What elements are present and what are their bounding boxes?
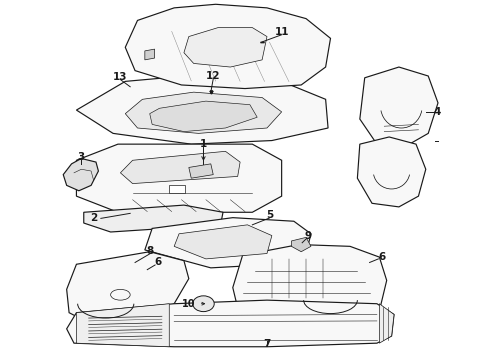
Text: 11: 11 [274, 27, 289, 37]
Polygon shape [145, 218, 311, 268]
Text: 5: 5 [266, 210, 273, 220]
Polygon shape [357, 137, 426, 207]
Text: 6: 6 [378, 252, 386, 262]
Text: 9: 9 [305, 231, 312, 240]
Text: 4: 4 [433, 107, 441, 117]
Polygon shape [125, 4, 331, 89]
Polygon shape [379, 304, 394, 343]
Polygon shape [67, 252, 189, 325]
Polygon shape [233, 244, 387, 330]
Polygon shape [360, 67, 438, 146]
Polygon shape [84, 205, 223, 232]
Polygon shape [174, 225, 272, 259]
Polygon shape [125, 92, 282, 134]
Polygon shape [67, 300, 394, 347]
Polygon shape [292, 237, 311, 252]
Circle shape [193, 296, 214, 312]
Polygon shape [76, 304, 169, 347]
Polygon shape [121, 151, 240, 184]
Text: 10: 10 [182, 299, 196, 309]
Text: 7: 7 [263, 339, 270, 349]
Text: 2: 2 [90, 213, 97, 223]
Text: 6: 6 [154, 257, 162, 267]
Polygon shape [76, 144, 282, 212]
Text: 3: 3 [78, 152, 85, 162]
Polygon shape [189, 164, 213, 178]
Polygon shape [63, 158, 98, 191]
Polygon shape [184, 28, 267, 67]
Polygon shape [76, 74, 328, 144]
Text: 12: 12 [206, 71, 220, 81]
Bar [169, 185, 185, 193]
Polygon shape [150, 101, 257, 132]
Text: 8: 8 [146, 246, 153, 256]
Text: 13: 13 [113, 72, 128, 82]
Polygon shape [145, 49, 155, 60]
Text: 1: 1 [200, 139, 207, 149]
